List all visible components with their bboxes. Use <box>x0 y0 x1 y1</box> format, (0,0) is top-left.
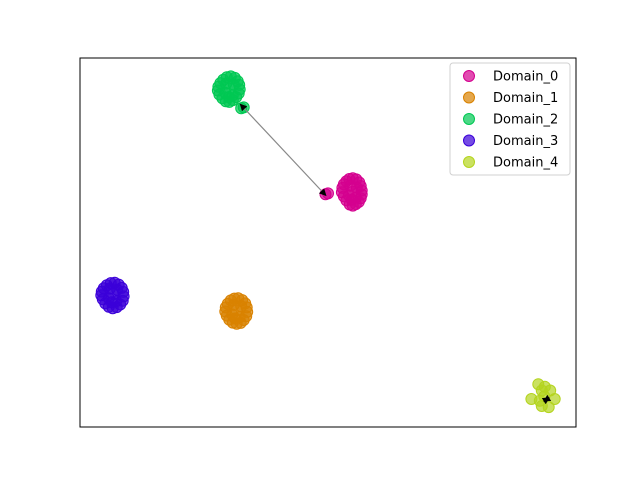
data-point <box>525 393 538 405</box>
series-domain-0 <box>319 172 368 212</box>
series-domain-3 <box>95 276 130 315</box>
legend-entry: Domain_4 <box>463 156 558 171</box>
series-domain-1 <box>219 292 254 330</box>
legend-marker <box>463 91 475 104</box>
data-point <box>105 296 118 309</box>
legend-marker <box>463 113 475 125</box>
legend-entry: Domain_2 <box>463 113 558 128</box>
data-point <box>220 77 233 90</box>
legend-marker <box>463 134 475 147</box>
legend-entry: Domain_0 <box>463 70 558 85</box>
legend-label: Domain_3 <box>493 134 558 149</box>
data-point <box>227 298 240 311</box>
data-point <box>345 193 358 206</box>
data-point <box>103 282 116 295</box>
data-point <box>344 179 357 192</box>
legend-entry: Domain_1 <box>463 91 558 106</box>
data-point <box>229 312 242 325</box>
legend-label: Domain_0 <box>493 70 558 85</box>
legend-marker <box>463 156 475 168</box>
legend-box <box>449 62 571 176</box>
legend-entry: Domain_3 <box>463 134 558 149</box>
legend-marker <box>463 70 475 82</box>
data-point <box>535 384 548 397</box>
connection-arrow <box>239 103 327 197</box>
connection-arrow <box>541 394 552 405</box>
legend-label: Domain_2 <box>493 113 558 128</box>
legend: Domain_0 Domain_1 Domain_2 Domain_3 Domain_4 <box>449 62 571 176</box>
legend-label: Domain_4 <box>493 156 558 171</box>
arrows-layer <box>239 103 552 405</box>
legend-label: Domain_1 <box>493 91 558 106</box>
data-point <box>222 91 235 104</box>
